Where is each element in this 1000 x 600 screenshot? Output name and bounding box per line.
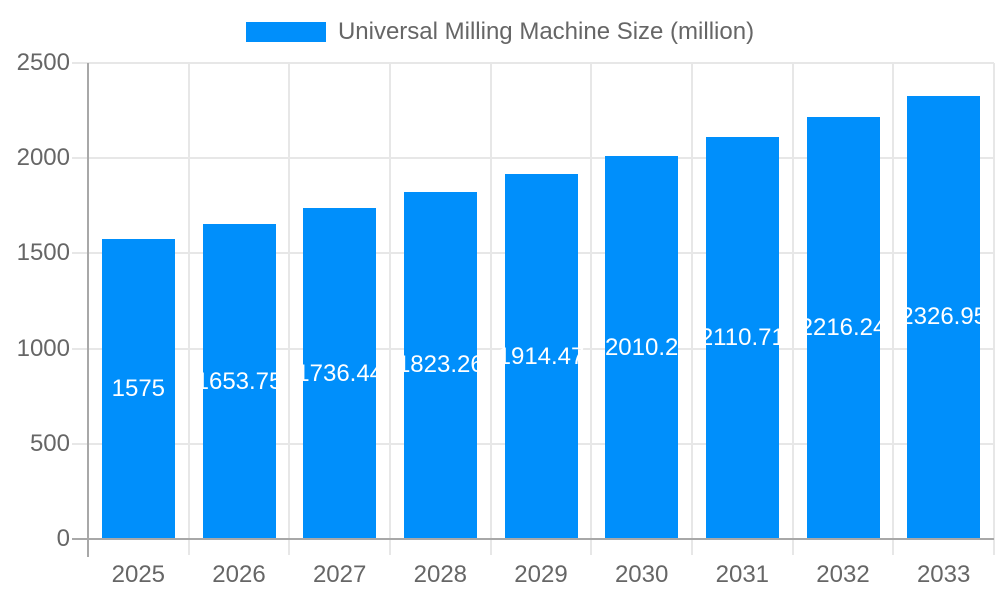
y-gridline — [72, 157, 994, 160]
x-gridline — [993, 63, 995, 555]
bar-2027[interactable] — [303, 208, 377, 539]
x-axis-tick-label: 2031 — [715, 561, 770, 588]
bar-value-label: 1653.75 — [195, 367, 283, 395]
y-axis-tick-label: 0 — [56, 525, 70, 552]
legend-swatch-icon — [245, 22, 326, 42]
bar-2028[interactable] — [403, 191, 477, 539]
y-axis-tick-label: 2500 — [16, 49, 70, 76]
x-gridline — [691, 63, 693, 555]
legend-label: Universal Milling Machine Size (million) — [337, 18, 755, 45]
bar-2032[interactable] — [806, 117, 880, 539]
x-axis-tick-label: 2033 — [916, 561, 971, 588]
bar-value-label: 2110.71 — [699, 324, 785, 352]
legend-item[interactable]: Universal Milling Machine Size (million) — [0, 18, 1000, 46]
x-gridline — [187, 63, 190, 555]
bar-2029[interactable] — [504, 174, 578, 539]
y-axis-tick-label: 2000 — [16, 144, 70, 172]
bar-2031[interactable] — [705, 137, 779, 539]
y-axis-tick-label: 1000 — [16, 334, 70, 362]
x-axis-line — [72, 538, 994, 540]
bar-value-label: 2216.24 — [799, 314, 887, 341]
x-axis-tick-label: 2025 — [111, 561, 166, 588]
bar-2025[interactable] — [101, 239, 175, 539]
x-axis-tick-label: 2028 — [413, 561, 468, 588]
y-axis-tick-label: 500 — [29, 429, 70, 457]
x-gridline — [389, 63, 391, 555]
y-gridline — [72, 62, 994, 64]
x-gridline — [892, 63, 895, 555]
bar-value-label: 2010.2 — [604, 333, 679, 361]
x-axis-tick-label: 2032 — [816, 561, 870, 588]
x-gridline — [288, 63, 291, 555]
bar-value-label: 1914.47 — [497, 342, 585, 370]
y-axis-line — [87, 63, 89, 557]
bar-value-label: 1736.44 — [296, 359, 384, 387]
x-gridline — [791, 63, 794, 555]
y-axis-tick-label: 1500 — [16, 239, 70, 267]
bar-value-label: 1823.26 — [396, 351, 484, 379]
x-gridline — [489, 63, 492, 555]
bar-2030[interactable] — [605, 156, 679, 539]
x-axis-tick-label: 2026 — [212, 561, 266, 588]
bar-2026[interactable] — [202, 224, 276, 539]
x-gridline — [590, 63, 593, 555]
bar-value-label: 2326.95 — [900, 303, 988, 331]
x-axis-tick-label: 2030 — [614, 561, 669, 588]
x-axis-tick-label: 2027 — [312, 561, 367, 588]
x-axis-tick-label: 2029 — [514, 561, 568, 588]
bar-value-label: 1575 — [111, 375, 166, 403]
bar-2033[interactable] — [907, 95, 981, 539]
